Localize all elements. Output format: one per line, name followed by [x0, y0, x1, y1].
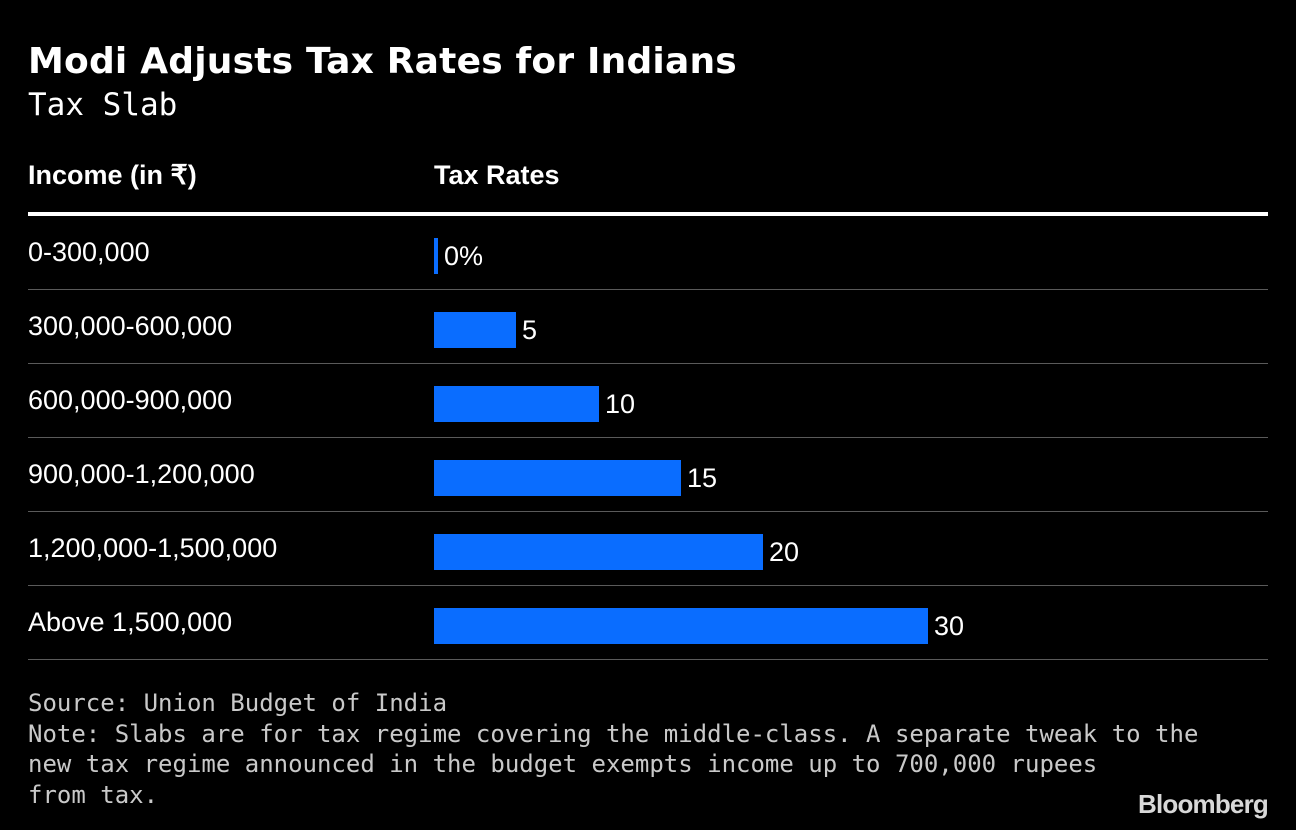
table-row: 300,000-600,000 5 [0, 290, 1296, 364]
row-divider [28, 437, 1268, 438]
income-label: 1,200,000-1,500,000 [28, 533, 278, 563]
note-line-3: from tax. [28, 780, 159, 809]
column-header-income: Income (in ₹) [28, 160, 197, 190]
header-divider [28, 212, 1268, 216]
chart-rows: 0-300,000 0% 300,000-600,000 5 600,000-900,0… [0, 216, 1296, 660]
table-row: 0-300,000 0% [0, 216, 1296, 290]
income-label: 600,000-900,000 [28, 385, 233, 415]
table-row: Above 1,500,000 30 [0, 586, 1296, 660]
chart-subtitle: Tax Slab [28, 87, 178, 123]
income-label: 0-300,000 [28, 237, 150, 267]
tax-rate-bar [434, 312, 516, 348]
row-divider [28, 289, 1268, 290]
income-label: Above 1,500,000 [28, 607, 233, 637]
tax-rate-value-label: 5 [522, 315, 538, 345]
tax-rate-value-label: 10 [605, 389, 636, 419]
note-line-1: Note: Slabs are for tax regime covering … [28, 719, 1199, 748]
row-divider [28, 363, 1268, 364]
tax-rate-bar [434, 238, 438, 274]
tax-rate-value-label: 30 [934, 611, 965, 641]
row-divider [28, 585, 1268, 586]
income-label: 900,000-1,200,000 [28, 459, 255, 489]
tax-rate-value-label: 0% [444, 241, 484, 271]
row-divider [28, 511, 1268, 512]
bloomberg-logo: Bloomberg [1137, 789, 1269, 819]
table-row: 1,200,000-1,500,000 20 [0, 512, 1296, 586]
tax-rate-bar [434, 534, 763, 570]
source-note: Source: Union Budget of India Note: Slab… [28, 688, 1199, 810]
table-row: 600,000-900,000 10 [0, 364, 1296, 438]
tax-rate-bar [434, 608, 928, 644]
note-line-2: new tax regime announced in the budget e… [28, 750, 1098, 778]
income-label: 300,000-600,000 [28, 311, 233, 341]
chart-title: Modi Adjusts Tax Rates for Indians [28, 41, 737, 82]
row-divider [28, 659, 1268, 660]
source-text: Source: Union Budget of India [28, 689, 448, 717]
table-row: 900,000-1,200,000 15 [0, 438, 1296, 512]
tax-rate-value-label: 20 [769, 537, 800, 567]
tax-rate-bar [434, 460, 681, 496]
column-header-tax-rates: Tax Rates [434, 160, 560, 190]
tax-rate-bar [434, 386, 599, 422]
tax-rate-value-label: 15 [687, 463, 718, 493]
